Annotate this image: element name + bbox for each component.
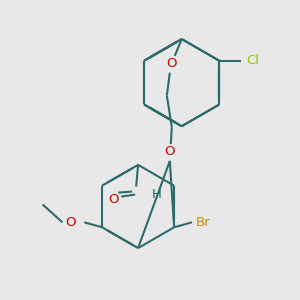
- Text: Br: Br: [196, 216, 211, 229]
- Text: O: O: [108, 193, 119, 206]
- Text: H: H: [152, 188, 162, 201]
- Text: O: O: [167, 57, 177, 70]
- Text: O: O: [65, 216, 76, 229]
- Text: O: O: [165, 146, 175, 158]
- Text: Cl: Cl: [246, 54, 259, 67]
